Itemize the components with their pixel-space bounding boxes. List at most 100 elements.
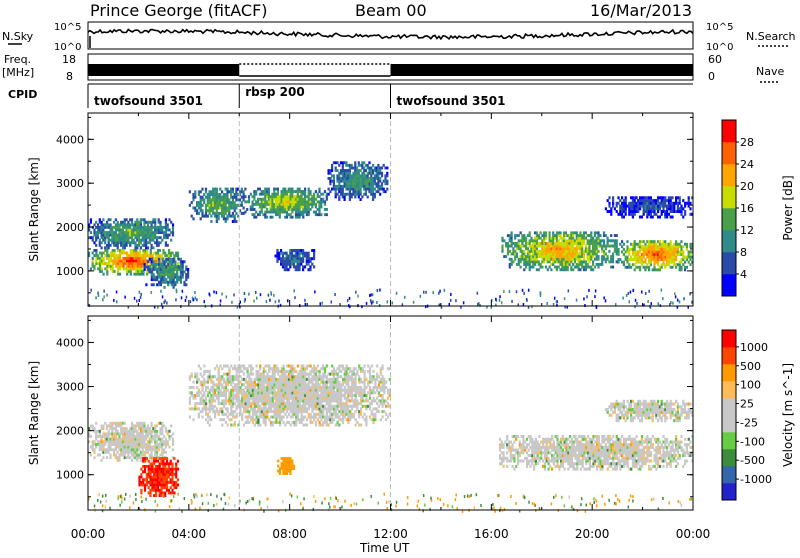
- heatmap-cell: [360, 190, 362, 193]
- heatmap-cell: [286, 255, 288, 258]
- heatmap-cell: [512, 260, 514, 263]
- heatmap-cell: [156, 432, 158, 435]
- heatmap-cell: [218, 413, 220, 416]
- heatmap-cell: [288, 413, 290, 416]
- heatmap-cell: [567, 266, 569, 269]
- heatmap-cell: [559, 234, 561, 237]
- heatmap-speckle: [116, 300, 118, 303]
- heatmap-cell: [232, 381, 234, 384]
- heatmap-cell: [280, 249, 282, 252]
- heatmap-speckle: [564, 297, 566, 300]
- heatmap-cell: [257, 418, 259, 421]
- heatmap-cell: [268, 190, 270, 193]
- heatmap-cell: [235, 220, 237, 223]
- heatmap-cell: [154, 278, 156, 281]
- heatmap-cell: [567, 250, 569, 253]
- heatmap-cell: [205, 190, 207, 193]
- heatmap-cell: [117, 273, 119, 276]
- heatmap-cell: [189, 399, 191, 402]
- heatmap-speckle: [501, 301, 503, 304]
- heatmap-cell: [178, 265, 180, 268]
- heatmap-cell: [160, 476, 162, 479]
- heatmap-cell: [277, 200, 279, 203]
- heatmap-cell: [291, 257, 293, 260]
- heatmap-cell: [180, 278, 182, 281]
- heatmap-cell: [196, 386, 198, 389]
- heatmap-cell: [221, 367, 223, 370]
- heatmap-cell: [680, 261, 682, 264]
- heatmap-cell: [174, 263, 176, 266]
- heatmap-cell: [155, 481, 157, 484]
- heatmap-cell: [165, 265, 167, 268]
- heatmap-cell: [97, 223, 99, 226]
- heatmap-cell: [505, 242, 507, 245]
- heatmap-cell: [298, 255, 300, 258]
- heatmap-cell: [212, 397, 214, 400]
- heatmap-cell: [185, 265, 187, 268]
- heatmap-cell: [583, 253, 585, 256]
- heatmap-cell: [308, 211, 310, 214]
- heatmap-cell: [583, 237, 585, 240]
- heatmap-cell: [196, 209, 198, 212]
- heatmap-cell: [189, 416, 191, 419]
- heatmap-cell: [527, 247, 529, 250]
- heatmap-cell: [583, 258, 585, 261]
- heatmap-speckle: [192, 297, 194, 300]
- heatmap-cell: [597, 239, 599, 242]
- heatmap-cell: [101, 267, 103, 270]
- heatmap-cell: [241, 416, 243, 419]
- heatmap-cell: [214, 375, 216, 378]
- heatmap-cell: [612, 239, 614, 242]
- heatmap-cell: [511, 263, 513, 266]
- heatmap-cell: [349, 198, 351, 201]
- heatmap-cell: [313, 257, 315, 260]
- heatmap-cell: [146, 249, 148, 252]
- heatmap-cell: [166, 489, 168, 492]
- heatmap-cell: [686, 245, 688, 248]
- heatmap-cell: [257, 402, 259, 405]
- heatmap-cell: [623, 243, 625, 246]
- heatmap-cell: [248, 410, 250, 413]
- heatmap-cell: [157, 460, 159, 463]
- heatmap-cell: [308, 268, 310, 271]
- heatmap-cell: [167, 263, 169, 266]
- heatmap-cell: [234, 421, 236, 424]
- heatmap-speckle: [450, 299, 452, 302]
- heatmap-cell: [241, 188, 243, 191]
- heatmap-cell: [541, 266, 543, 269]
- heatmap-cell: [603, 231, 605, 234]
- heatmap-cell: [92, 446, 94, 449]
- heatmap-cell: [118, 435, 120, 438]
- heatmap-cell: [338, 174, 340, 177]
- heatmap-cell: [643, 240, 645, 243]
- heatmap-cell: [201, 188, 203, 191]
- heatmap-cell: [372, 190, 374, 193]
- heatmap-cell: [216, 407, 218, 410]
- heatmap-cell: [119, 267, 121, 270]
- heatmap-cell: [559, 231, 561, 234]
- heatmap-cell: [657, 261, 659, 264]
- heatmap-cell: [244, 188, 246, 191]
- heatmap-cell: [277, 206, 279, 209]
- heatmap-cell: [172, 443, 174, 446]
- heatmap-cell: [153, 462, 155, 465]
- heatmap-cell: [216, 220, 218, 223]
- heatmap-cell: [160, 473, 162, 476]
- heatmap-cell: [101, 221, 103, 224]
- heatmap-cell: [157, 486, 159, 489]
- heatmap-cell: [93, 254, 95, 257]
- heatmap-cell: [130, 270, 132, 273]
- heatmap-cell: [277, 190, 279, 193]
- heatmap-cell: [254, 424, 256, 427]
- heatmap-speckle: [124, 296, 126, 299]
- heatmap-cell: [297, 193, 299, 196]
- heatmap-cell: [241, 204, 243, 207]
- heatmap-cell: [590, 266, 592, 269]
- heatmap-cell: [252, 416, 254, 419]
- freq-label-1: Freq.: [4, 53, 31, 66]
- heatmap-cell: [252, 373, 254, 376]
- heatmap-cell: [95, 249, 97, 252]
- heatmap-cell: [617, 196, 619, 199]
- heatmap-cell: [520, 260, 522, 263]
- heatmap-cell: [612, 245, 614, 248]
